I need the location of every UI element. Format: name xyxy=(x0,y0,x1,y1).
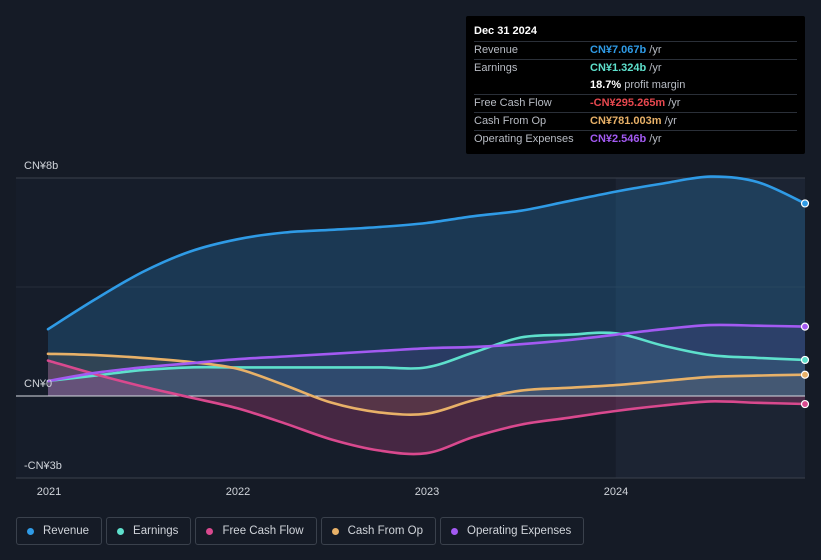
chart-legend: Revenue Earnings Free Cash Flow Cash Fro… xyxy=(16,517,585,545)
tooltip-unit: /yr xyxy=(664,115,677,127)
tooltip-unit: /yr xyxy=(668,97,681,109)
legend-dot-icon xyxy=(206,527,214,535)
legend-dot-icon xyxy=(117,527,125,535)
legend-item-operating-expenses[interactable]: Operating Expenses xyxy=(440,517,585,545)
tooltip-label: Free Cash Flow xyxy=(474,97,552,109)
x-tick-label-2024: 2024 xyxy=(603,486,629,498)
legend-dot-icon xyxy=(451,527,459,535)
tooltip-value: CN¥1.324b xyxy=(590,62,647,74)
line-fcf xyxy=(46,359,807,456)
tooltip-row-profit-margin: 18.7% profit margin xyxy=(474,77,797,94)
tooltip-value: 18.7% xyxy=(590,79,622,91)
legend-item-revenue[interactable]: Revenue xyxy=(16,517,103,545)
area-fcf xyxy=(48,360,805,455)
tooltip-value: CN¥2.546b xyxy=(590,133,647,145)
legend-dot-icon xyxy=(27,527,34,535)
end-markers xyxy=(800,199,810,409)
legend-label: Cash From Op xyxy=(347,525,424,537)
marker-fcf xyxy=(800,399,810,409)
tooltip-row-cash-from-op: Cash From Op CN¥781.003m /yr xyxy=(474,112,797,130)
tooltip-row-earnings: Earnings CN¥1.324b /yr xyxy=(474,59,797,77)
legend-item-free-cash-flow[interactable]: Free Cash Flow xyxy=(195,517,317,545)
area-earnings xyxy=(48,332,805,396)
marker-revenue xyxy=(800,199,810,208)
tooltip-label: Operating Expenses xyxy=(474,133,574,145)
x-tick-label-2021: 2021 xyxy=(36,486,62,498)
tooltip-label: Cash From Op xyxy=(474,115,547,127)
legend-dot-icon xyxy=(331,527,339,535)
tooltip-value: CN¥781.003m xyxy=(590,115,662,127)
tooltip-row-revenue: Revenue CN¥7.067b /yr xyxy=(474,41,797,59)
legend-item-earnings[interactable]: Earnings xyxy=(106,517,192,545)
legend-label: Free Cash Flow xyxy=(222,525,304,537)
legend-label: Operating Expenses xyxy=(467,525,572,537)
tooltip-value: CN¥7.067b xyxy=(590,44,647,56)
tooltip-unit: /yr xyxy=(649,44,662,56)
x-tick-label-2023: 2023 xyxy=(414,486,440,498)
data-tooltip: Dec 31 2024 Revenue CN¥7.067b /yr Earnin… xyxy=(466,16,805,154)
marker-opex xyxy=(800,322,810,331)
legend-label: Earnings xyxy=(133,525,179,537)
x-tick-label-2022: 2022 xyxy=(225,486,251,498)
line-earnings xyxy=(46,331,807,383)
tooltip-label: Revenue xyxy=(474,44,519,56)
tooltip-unit: /yr xyxy=(649,133,662,145)
tooltip-row-free-cash-flow: Free Cash Flow -CN¥295.265m /yr xyxy=(474,94,797,112)
legend-item-cash-from-op[interactable]: Cash From Op xyxy=(320,517,437,545)
marker-earnings xyxy=(800,355,810,365)
marker-cfo xyxy=(800,370,810,379)
tooltip-label: Earnings xyxy=(474,62,518,74)
highlight-region xyxy=(615,178,805,478)
tooltip-label xyxy=(474,77,590,94)
legend-label: Revenue xyxy=(43,525,90,537)
y-tick-label-8b: CN¥8b xyxy=(24,160,59,172)
area-revenue xyxy=(48,176,805,396)
y-tick-label-0: CN¥0 xyxy=(24,378,53,390)
tooltip-unit: profit margin xyxy=(624,79,686,91)
area-opex xyxy=(48,324,805,396)
tooltip-row-operating-expenses: Operating Expenses CN¥2.546b /yr xyxy=(474,130,797,148)
tooltip-unit: /yr xyxy=(649,62,662,74)
tooltip-date: Dec 31 2024 xyxy=(474,25,537,37)
series-lines xyxy=(16,175,807,456)
y-tick-label-neg3b: -CN¥3b xyxy=(24,460,62,472)
line-revenue xyxy=(46,175,807,331)
line-cfo xyxy=(46,352,807,416)
line-opex xyxy=(46,323,807,383)
tooltip-value: -CN¥295.265m xyxy=(590,97,666,109)
